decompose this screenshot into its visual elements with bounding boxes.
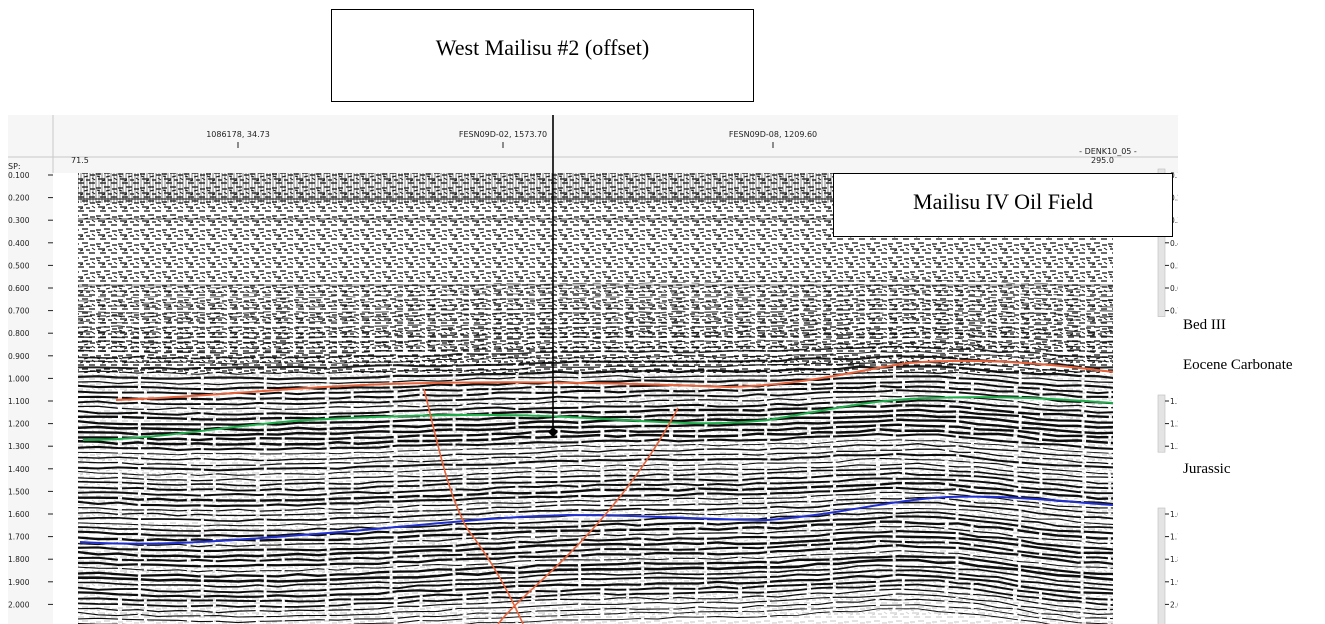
left-axis-tick-label: 0.800 [8, 329, 30, 338]
left-axis-tick-label: 0.900 [8, 352, 30, 361]
right-axis-tick-label: 1.600 [1170, 510, 1178, 519]
oil-field-annotation-box: Mailisu IV Oil Field [833, 173, 1173, 237]
bed-iii-label: Bed III [1183, 317, 1226, 333]
well-pointer-arrow [548, 427, 558, 437]
well-ticks: 1086178, 34.73 FESN09D-02, 1573.70 FESN09D… [206, 130, 1137, 156]
jurassic-horizon [79, 495, 1114, 545]
left-axis-tick-label: 0.600 [8, 284, 30, 293]
well-tick-label: - DENK10_05 - [1079, 147, 1137, 156]
bed-iii-horizon [115, 359, 1114, 401]
jurassic-label: Jurassic [1183, 461, 1231, 477]
right-axis-tick-label: 1.800 [1170, 555, 1178, 564]
left-axis-tick-label: 0.100 [8, 171, 30, 180]
left-axis-tick-label: 1.000 [8, 374, 30, 383]
left-axis-tick-label: 1.300 [8, 442, 30, 451]
fault-line-east [497, 407, 679, 624]
header-strip [8, 115, 1178, 173]
eocene-carbonate-horizon [82, 396, 1114, 441]
seismic-data [78, 173, 1113, 624]
left-axis-tick-label: 1.600 [8, 510, 30, 519]
well-tick-label: FESN09D-08, 1209.60 [729, 130, 817, 139]
well-annotation-box: West Mailisu #2 (offset) [331, 9, 754, 102]
sp-label: SP: [8, 162, 21, 171]
right-time-axis: 0.100 0.200 0.300 0.400 0.500 0.600 0.700 1.100… [1157, 168, 1178, 624]
left-axis-tick-label: 1.100 [8, 397, 30, 406]
right-axis-scale-bar [1157, 394, 1166, 453]
right-axis-tick-label: 1.900 [1170, 578, 1178, 587]
right-axis-tick-label: 0.600 [1170, 284, 1178, 293]
well-tick-label: 1086178, 34.73 [206, 130, 270, 139]
right-axis-tick-label: 0.200 [1170, 194, 1178, 203]
left-axis-tick-label: 1.400 [8, 465, 30, 474]
right-axis-tick-label: 2.000 [1170, 600, 1178, 609]
right-axis-tick-label: 0.100 [1170, 171, 1178, 180]
left-axis-tick-label: 1.700 [8, 533, 30, 542]
left-axis-tick-label: 0.300 [8, 216, 30, 225]
right-axis-scale-bar [1157, 507, 1166, 624]
left-axis-tick-label: 0.500 [8, 261, 30, 270]
left-axis-tick-label: 2.000 [8, 600, 30, 609]
left-axis-tick-label: 1.800 [8, 555, 30, 564]
well-tick-label: FESN09D-02, 1573.70 [459, 130, 547, 139]
right-axis-tick-label: 0.500 [1170, 261, 1178, 270]
fault-line-west [423, 388, 524, 624]
left-axis-tick-label: 0.700 [8, 307, 30, 316]
left-axis-tick-label: 0.400 [8, 239, 30, 248]
oil-field-annotation-text: Mailisu IV Oil Field [913, 189, 1093, 214]
well-annotation-text: West Mailisu #2 (offset) [435, 35, 650, 60]
eocene-carbonate-label: Eocene Carbonate [1183, 357, 1293, 373]
left-axis-tick-label: 1.200 [8, 420, 30, 429]
right-axis-tick-label: 1.200 [1170, 420, 1178, 429]
right-axis-tick-label: 0.700 [1170, 307, 1178, 316]
right-axis-tick-label: 0.300 [1170, 216, 1178, 225]
left-axis-column [8, 173, 53, 624]
right-axis-tick-label: 1.300 [1170, 442, 1178, 451]
right-axis-tick-label: 0.400 [1170, 239, 1178, 248]
sp-end: 295.0 [1091, 156, 1114, 165]
left-time-axis: 0.100 0.200 0.300 0.400 0.500 0.600 0.700 0.800… [8, 171, 53, 624]
right-axis-tick-label: 1.700 [1170, 533, 1178, 542]
right-axis-tick-label: 1.100 [1170, 397, 1178, 406]
sp-start: 71.5 [71, 156, 89, 165]
left-axis-tick-label: 0.200 [8, 194, 30, 203]
left-axis-tick-label: 1.500 [8, 487, 30, 496]
left-axis-tick-label: 1.900 [8, 578, 30, 587]
